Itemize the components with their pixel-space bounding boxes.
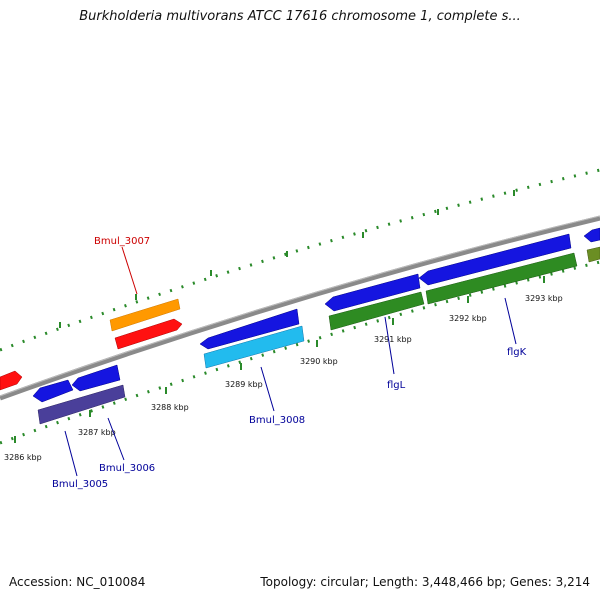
gene-arrow-red[interactable] bbox=[114, 318, 183, 350]
tick-label: 3286 kbp bbox=[4, 453, 42, 462]
gene-labels: Bmul_3007 Bmul_3008 Bmul_3005 Bmul_3006 … bbox=[52, 236, 527, 490]
gene-label-flgk: flgK bbox=[507, 347, 527, 358]
gene-arrow-blue[interactable] bbox=[199, 308, 300, 350]
gene-label-bmul-3006: Bmul_3006 bbox=[99, 463, 155, 474]
gene-arrow-blue[interactable] bbox=[324, 273, 421, 312]
tick-label: 3293 kbp bbox=[525, 294, 563, 303]
gene-arrow-olive-edge[interactable] bbox=[586, 246, 600, 263]
gene-arrow-green[interactable] bbox=[425, 252, 578, 305]
gene-label-flgl: flgL bbox=[387, 380, 406, 391]
gene-arrow-blue-edge[interactable] bbox=[583, 227, 600, 243]
tick-labels: 3286 kbp 3287 kbp 3288 kbp 3289 kbp 3290… bbox=[4, 294, 563, 462]
tick-label: 3290 kbp bbox=[300, 357, 338, 366]
map-title: Burkholderia multivorans ATCC 17616 chro… bbox=[79, 9, 521, 24]
inner-ticks bbox=[14, 276, 545, 443]
tick-label: 3288 kbp bbox=[151, 403, 189, 412]
forward-genes bbox=[0, 227, 600, 403]
genome-summary-text: Topology: circular; Length: 3,448,466 bp… bbox=[260, 575, 590, 589]
gene-arrow-blue[interactable] bbox=[418, 233, 572, 286]
backbone-highlight bbox=[0, 215, 600, 397]
gene-arrow-red-edge[interactable] bbox=[0, 370, 23, 391]
gene-arrow-cyan[interactable] bbox=[203, 325, 305, 369]
tick-label: 3287 kbp bbox=[78, 428, 116, 437]
gene-arrow-orange[interactable] bbox=[109, 298, 181, 332]
gene-arrow-green[interactable] bbox=[328, 291, 425, 331]
label-leaders bbox=[64, 246, 517, 477]
tick-label: 3291 kbp bbox=[374, 335, 412, 344]
gene-label-bmul-3008: Bmul_3008 bbox=[249, 415, 305, 426]
gene-label-bmul-3005: Bmul_3005 bbox=[52, 479, 108, 490]
accession-text: Accession: NC_010084 bbox=[9, 575, 146, 589]
outer-ticks bbox=[59, 190, 515, 328]
tick-label: 3289 kbp bbox=[225, 380, 263, 389]
backbone bbox=[0, 215, 600, 401]
gene-arrow-blue[interactable] bbox=[71, 364, 121, 392]
gene-arrow-slate[interactable] bbox=[37, 384, 126, 425]
reverse-genes bbox=[37, 246, 600, 425]
tick-label: 3292 kbp bbox=[449, 314, 487, 323]
gene-label-bmul-3007: Bmul_3007 bbox=[94, 236, 150, 247]
gene-arrow-blue[interactable] bbox=[32, 379, 74, 403]
